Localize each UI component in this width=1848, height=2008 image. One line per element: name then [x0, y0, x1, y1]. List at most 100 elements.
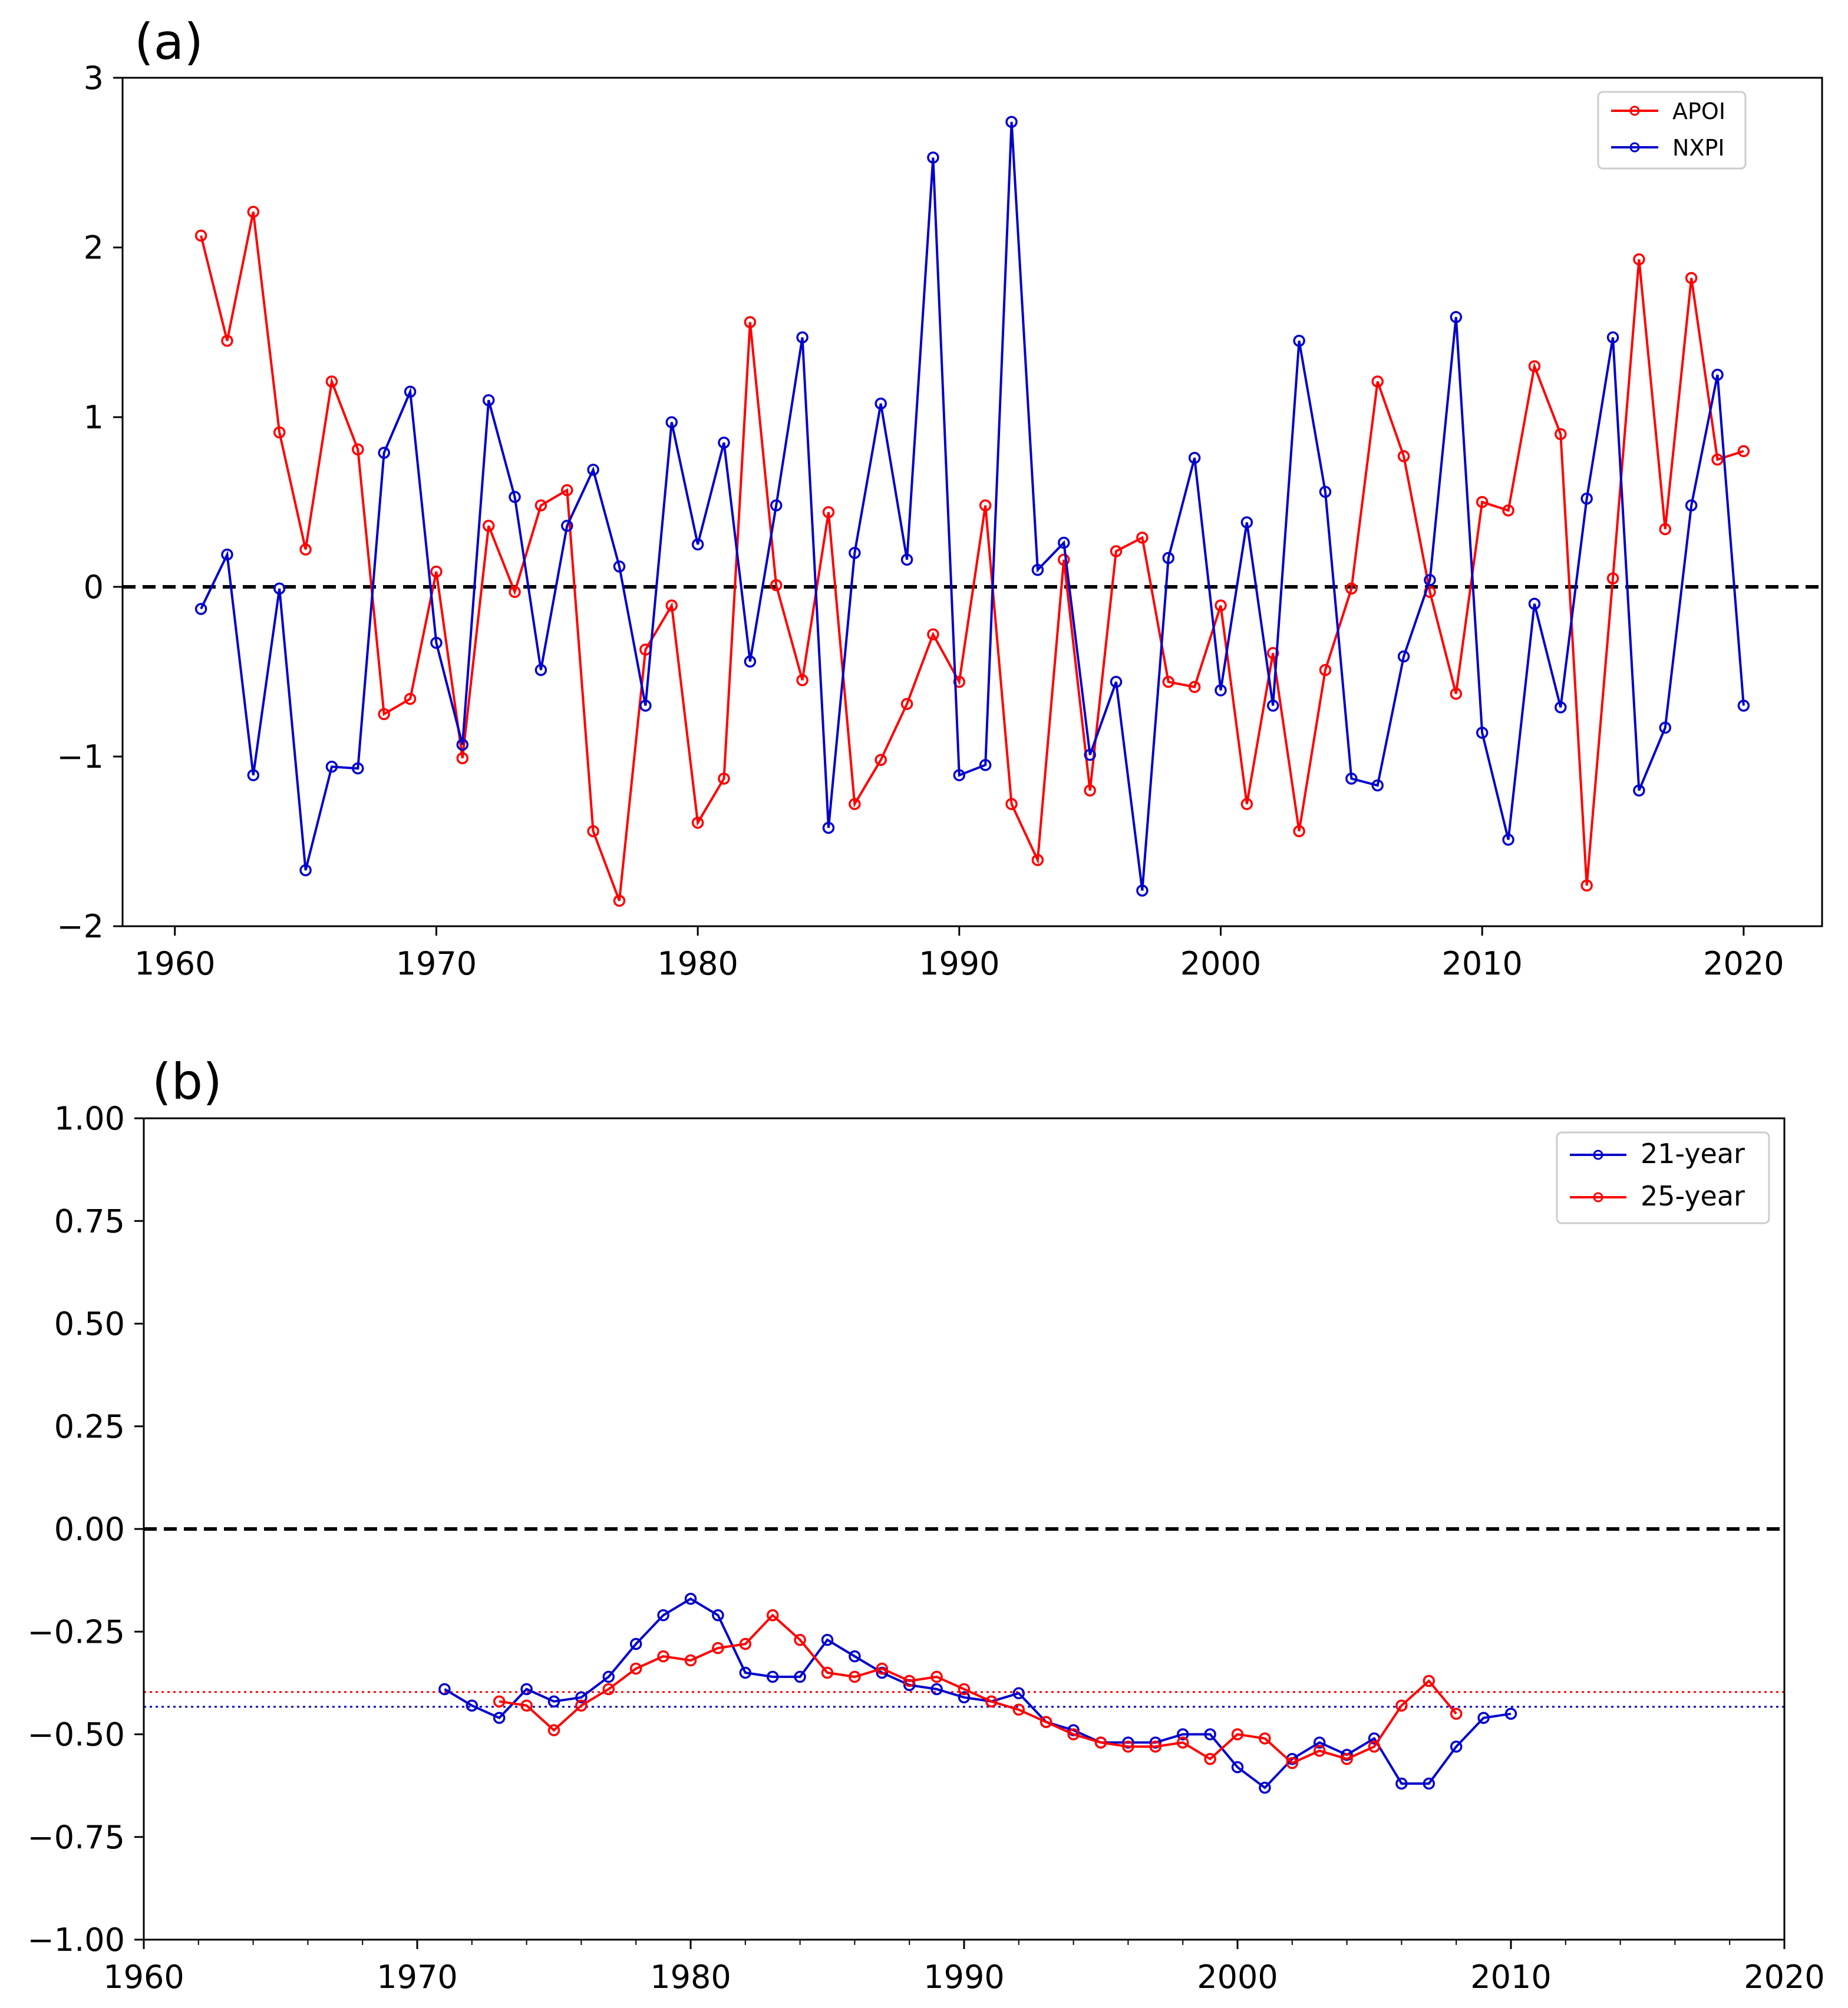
data-point-apoi-1967 — [352, 443, 364, 455]
data-point-25-year-2008 — [1450, 1708, 1463, 1720]
data-point-nxpi-1963 — [247, 769, 260, 781]
legend-marker-nxpi — [1629, 142, 1640, 153]
data-point-nxpi-1990 — [953, 769, 966, 781]
data-point-25-year-2005 — [1368, 1741, 1381, 1753]
data-point-apoi-1986 — [849, 798, 861, 810]
data-point-25-year-1976 — [575, 1699, 588, 1712]
data-point-apoi-1995 — [1084, 784, 1096, 797]
data-point-21-year-1998 — [1176, 1728, 1189, 1741]
data-point-apoi-1985 — [822, 506, 835, 518]
data-point-25-year-1989 — [930, 1670, 943, 1683]
data-point-25-year-1988 — [903, 1675, 916, 1687]
data-point-21-year-2008 — [1450, 1741, 1463, 1753]
panel-b-legend: 21-year 25-year — [1556, 1131, 1770, 1224]
data-point-apoi-2001 — [1240, 798, 1253, 810]
data-point-apoi-2002 — [1266, 647, 1279, 659]
data-point-25-year-1986 — [849, 1670, 861, 1683]
data-point-25-year-1980 — [684, 1654, 697, 1667]
data-point-21-year-2003 — [1313, 1736, 1326, 1749]
panel-a-plot-frame — [121, 77, 1823, 927]
data-point-apoi-1993 — [1031, 854, 1044, 866]
legend-label-apoi: APOI — [1672, 98, 1725, 124]
legend-label-25-year: 25-year — [1641, 1180, 1745, 1212]
data-point-nxpi-1987 — [874, 397, 887, 410]
data-point-25-year-1974 — [520, 1699, 533, 1712]
data-point-25-year-1982 — [739, 1637, 752, 1650]
data-point-21-year-1971 — [438, 1683, 451, 1696]
data-point-apoi-1962 — [221, 335, 233, 347]
data-point-nxpi-2014 — [1580, 492, 1593, 505]
data-point-25-year-2003 — [1313, 1745, 1326, 1757]
data-point-nxpi-1974 — [534, 663, 547, 676]
data-point-nxpi-2006 — [1371, 779, 1384, 792]
data-point-apoi-2003 — [1293, 825, 1305, 837]
data-point-apoi-1977 — [613, 894, 626, 907]
panel-a-series — [194, 115, 1750, 907]
legend-label-nxpi: NXPI — [1672, 135, 1725, 161]
data-point-25-year-1979 — [657, 1650, 669, 1663]
data-point-nxpi-2004 — [1319, 486, 1332, 498]
data-point-nxpi-1971 — [456, 738, 469, 751]
data-point-nxpi-2002 — [1266, 699, 1279, 712]
data-point-apoi-2012 — [1528, 360, 1541, 372]
data-point-21-year-2006 — [1395, 1777, 1408, 1790]
data-point-25-year-1995 — [1094, 1736, 1107, 1749]
data-point-25-year-1981 — [712, 1642, 724, 1654]
data-point-21-year-1980 — [684, 1593, 697, 1605]
panel-a-label: (a) — [134, 13, 203, 71]
data-point-nxpi-2013 — [1555, 701, 1567, 714]
data-point-nxpi-1991 — [979, 759, 992, 771]
data-point-apoi-2019 — [1711, 453, 1724, 466]
data-point-21-year-2001 — [1259, 1781, 1271, 1794]
y-tick-label: −0.50 — [28, 1716, 125, 1753]
data-point-nxpi-1996 — [1110, 676, 1123, 688]
panel-b-label: (b) — [152, 1053, 222, 1111]
panel-a-x-axis: 1960 1970 1980 1990 2000 2010 2020 — [134, 926, 1784, 982]
y-tick-label: 3 — [84, 60, 104, 97]
data-point-apoi-1999 — [1188, 681, 1201, 693]
data-point-21-year-1982 — [739, 1666, 752, 1679]
data-point-apoi-1963 — [247, 206, 260, 218]
data-point-21-year-1990 — [958, 1691, 971, 1704]
data-point-nxpi-1999 — [1188, 451, 1201, 464]
data-point-21-year-1973 — [493, 1712, 506, 1724]
data-point-apoi-1991 — [979, 499, 992, 512]
data-point-apoi-2011 — [1502, 504, 1514, 517]
data-point-nxpi-2018 — [1685, 499, 1698, 512]
data-point-nxpi-1995 — [1084, 748, 1096, 761]
data-point-21-year-1989 — [930, 1683, 943, 1696]
y-tick-label: 1 — [84, 399, 104, 436]
data-point-25-year-1992 — [1012, 1703, 1025, 1716]
data-point-apoi-1976 — [587, 825, 599, 837]
data-point-21-year-1977 — [602, 1670, 615, 1683]
data-point-21-year-1992 — [1012, 1687, 1025, 1700]
data-point-nxpi-1994 — [1058, 536, 1070, 549]
data-point-25-year-1975 — [547, 1724, 560, 1736]
data-point-apoi-2013 — [1555, 428, 1567, 441]
data-point-nxpi-1981 — [718, 436, 730, 449]
x-tick-label: 1990 — [923, 1959, 1004, 1996]
data-point-21-year-1978 — [629, 1637, 642, 1650]
data-point-apoi-1988 — [900, 698, 913, 710]
data-point-apoi-1989 — [927, 628, 939, 640]
panel-a-y-axis: −2 −1 0 1 2 3 — [57, 60, 123, 945]
y-tick-label: −2 — [57, 908, 104, 945]
data-point-25-year-1999 — [1204, 1753, 1216, 1765]
data-point-apoi-1964 — [273, 426, 286, 439]
data-point-nxpi-2011 — [1502, 833, 1514, 846]
y-tick-label: 2 — [84, 229, 104, 266]
data-point-apoi-1992 — [1005, 798, 1018, 810]
data-point-25-year-2004 — [1341, 1753, 1353, 1765]
legend-label-21-year: 21-year — [1641, 1138, 1745, 1170]
data-point-apoi-1984 — [796, 674, 808, 686]
data-point-apoi-2020 — [1737, 445, 1750, 457]
series-line-nxpi — [200, 121, 1745, 891]
data-point-nxpi-1978 — [639, 699, 652, 712]
data-point-25-year-1984 — [794, 1633, 806, 1646]
x-tick-label: 1970 — [377, 1959, 457, 1996]
data-point-21-year-1999 — [1204, 1728, 1216, 1741]
data-point-21-year-1985 — [821, 1633, 834, 1646]
data-point-nxpi-1968 — [378, 447, 390, 459]
panel-a-legend: APOI NXPI — [1597, 91, 1747, 170]
